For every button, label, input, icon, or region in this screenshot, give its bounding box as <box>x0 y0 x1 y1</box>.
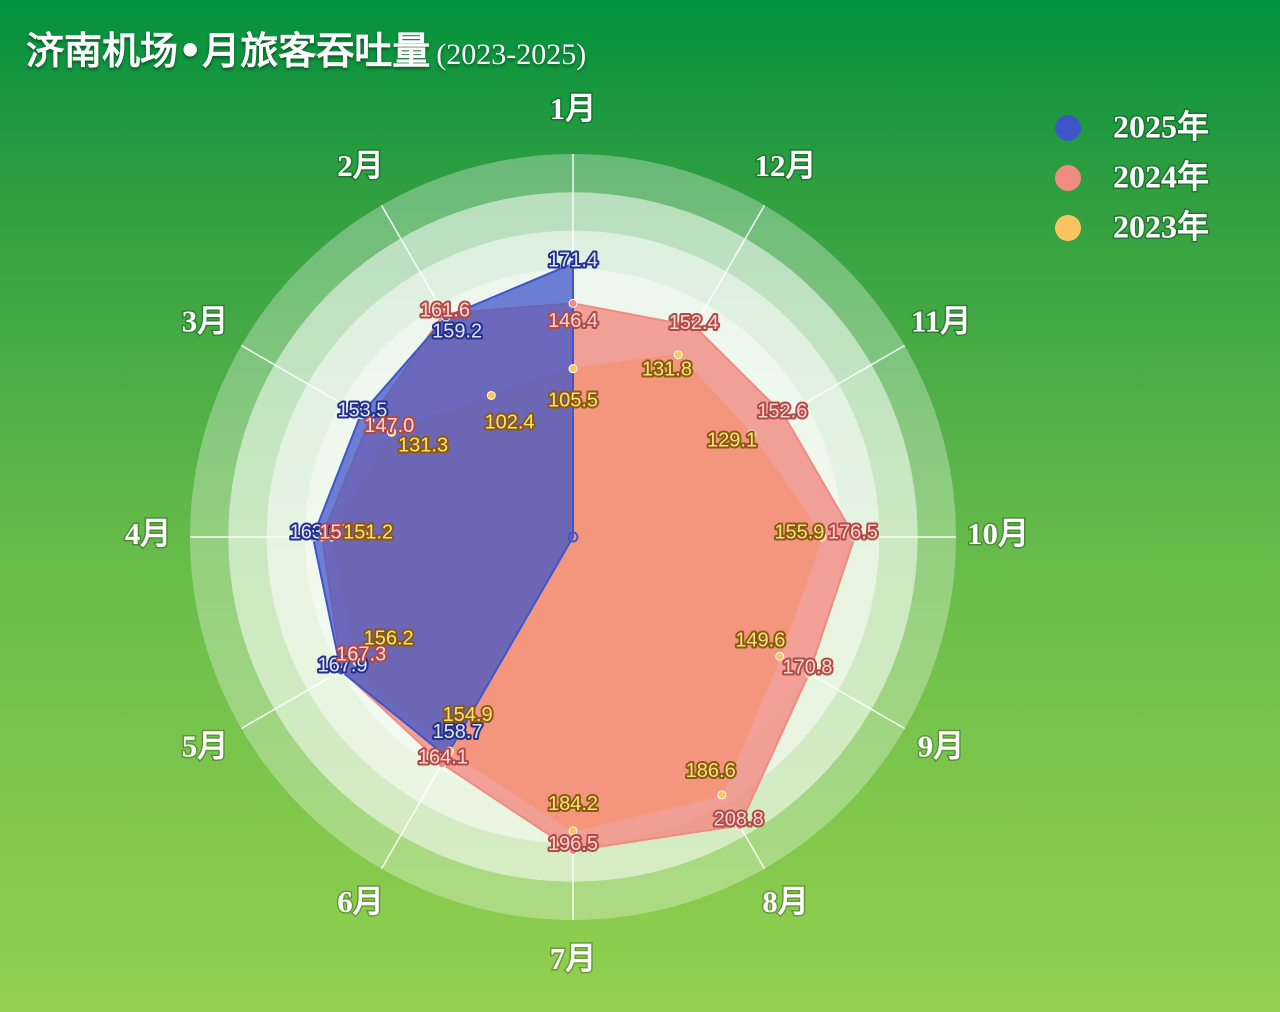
marker-2024年-6月 <box>437 759 447 769</box>
marker-2023年-7月 <box>568 826 578 836</box>
legend-label-2023年: 2023年 <box>1113 208 1209 244</box>
marker-2024年-8月 <box>735 821 745 831</box>
chart-title: 济南机场•月旅客吞吐量 (2023-2025) <box>26 20 586 75</box>
data-label-2023年-8月: 186.6 <box>686 760 736 782</box>
center-marker <box>567 531 579 543</box>
data-label-2023年-11月: 129.1 <box>707 429 757 451</box>
data-label-2023年-2月: 102.4 <box>484 411 534 433</box>
axis-label-12月: 12月 <box>755 148 817 183</box>
data-label-2023年-5月: 156.2 <box>364 628 414 650</box>
marker-2025年-1月 <box>568 258 578 268</box>
data-label-2025年-2月: 159.2 <box>432 321 482 343</box>
marker-2023年-1月 <box>568 364 578 374</box>
data-label-2023年-1月: 105.5 <box>548 389 598 411</box>
axis-label-10月: 10月 <box>967 516 1029 551</box>
data-label-2024年-10月: 176.5 <box>828 521 878 543</box>
data-label-2024年-4月: 157.3 <box>319 521 369 543</box>
data-label-2024年-3月: 147.0 <box>364 415 414 437</box>
data-label-2023年-10月: 155.9 <box>774 521 824 543</box>
marker-2025年-2月 <box>441 312 451 322</box>
data-label-2023年-3月: 131.3 <box>398 435 448 457</box>
data-label-2023年-9月: 149.6 <box>735 629 785 651</box>
data-label-2024年-11月: 152.6 <box>757 400 807 422</box>
chart-title-main: 济南机场•月旅客吞吐量 <box>26 29 431 73</box>
data-label-2025年-6月: 158.7 <box>433 721 483 743</box>
marker-2024年-3月 <box>365 415 375 425</box>
data-label-2025年-4月: 163.0 <box>290 521 340 543</box>
marker-2023年-12月 <box>673 350 683 360</box>
axis-label-2月: 2月 <box>337 148 384 183</box>
legend: 2025年 2024年 2023年 <box>1055 107 1211 246</box>
data-label-2025年-3月: 153.5 <box>337 400 387 422</box>
legend-label-2024年: 2024年 <box>1113 158 1209 194</box>
marker-2025年-4月 <box>308 532 318 542</box>
data-label-2024年-9月: 170.8 <box>782 657 832 679</box>
data-label-2024年-6月: 164.1 <box>418 747 468 769</box>
marker-2024年-4月 <box>317 532 327 542</box>
marker-2023年-11月 <box>746 429 756 439</box>
series-area-2025年 <box>311 262 574 758</box>
axis-label-7月: 7月 <box>550 941 597 976</box>
data-label-2023年-4月: 151.2 <box>343 521 393 543</box>
axis-label-5月: 5月 <box>182 729 229 764</box>
marker-2023年-2月 <box>486 390 496 400</box>
data-label-2023年-6月: 154.9 <box>443 704 493 726</box>
marker-2023年-10月 <box>817 532 827 542</box>
axis-label-9月: 9月 <box>918 729 965 764</box>
chart-title-sub: (2023-2025) <box>436 38 587 71</box>
marker-2023年-3月 <box>387 427 397 437</box>
data-label-2024年-12月: 152.4 <box>669 312 719 334</box>
marker-2024年-1月 <box>568 298 578 308</box>
marker-2023年-4月 <box>327 532 337 542</box>
data-label-2024年-2月: 161.6 <box>420 300 470 322</box>
legend-marker-2023年 <box>1055 215 1081 241</box>
legend-marker-2024年 <box>1055 165 1081 191</box>
axis-label-3月: 3月 <box>182 304 229 339</box>
axis-label-8月: 8月 <box>762 884 809 919</box>
marker-2024年-10月 <box>850 532 860 542</box>
axis-label-6月: 6月 <box>337 884 384 919</box>
axis-label-4月: 4月 <box>125 516 172 551</box>
data-label-2024年-5月: 167.3 <box>336 644 386 666</box>
marker-2024年-9月 <box>804 668 814 678</box>
marker-2024年-7月 <box>568 846 578 856</box>
data-label-2024年-1月: 146.4 <box>548 310 598 332</box>
data-label-2025年-5月: 167.9 <box>317 654 367 676</box>
data-label-2024年-8月: 208.8 <box>714 808 764 830</box>
marker-2024年-12月 <box>690 321 700 331</box>
data-label-2024年-7月: 196.5 <box>548 833 598 855</box>
marker-2025年-6月 <box>441 751 451 761</box>
legend-label-2025年: 2025年 <box>1113 108 1209 144</box>
marker-2024年-11月 <box>779 410 789 420</box>
marker-2023年-5月 <box>352 657 362 667</box>
marker-2023年-9月 <box>775 651 785 661</box>
legend-marker-2025年 <box>1055 115 1081 141</box>
data-label-2023年-7月: 184.2 <box>548 793 598 815</box>
data-label-2025年-1月: 171.4 <box>548 250 598 272</box>
axis-label-1月: 1月 <box>550 91 597 126</box>
marker-2025年-3月 <box>356 410 366 420</box>
marker-2025年-5月 <box>336 666 346 676</box>
axis-label-11月: 11月 <box>911 304 971 339</box>
data-label-2023年-12月: 131.8 <box>642 359 692 381</box>
marker-2023年-8月 <box>717 790 727 800</box>
